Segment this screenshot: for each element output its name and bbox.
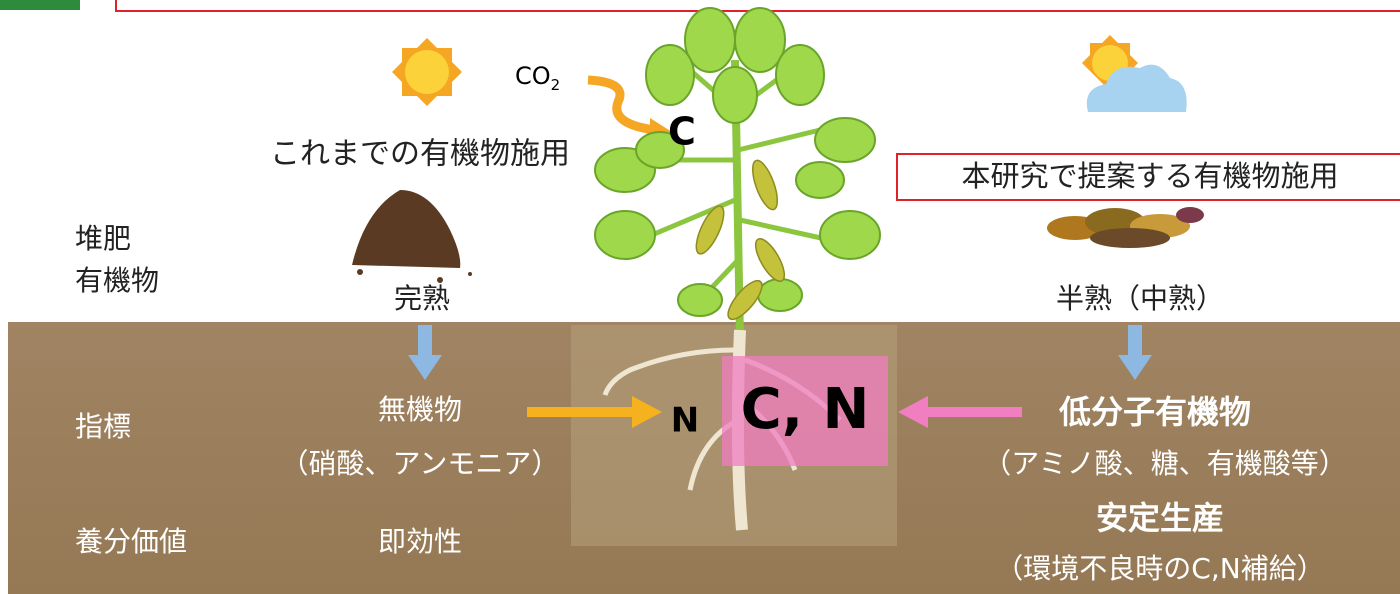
- value-label: 即効性: [378, 525, 462, 558]
- row-label: 養分価値: [75, 525, 187, 558]
- maturity-label: 半熟（中熟）: [1056, 282, 1224, 315]
- value-detail: （環境不良時のC,N補給）: [995, 552, 1324, 585]
- product-detail: （硝酸、アンモニア）: [281, 447, 560, 480]
- carbon-label: C: [668, 110, 696, 154]
- value-label: 安定生産: [1096, 499, 1224, 537]
- leaf-pile: [1047, 207, 1204, 248]
- n-label: N: [671, 401, 699, 441]
- sun-icon: [392, 38, 462, 106]
- co2-text: CO: [515, 62, 551, 90]
- product-label: 低分子有機物: [1059, 393, 1251, 431]
- maturity-label: 完熟: [394, 282, 450, 315]
- diagram: CO2 C これまでの有機物施用 本研究で提案する有機物施用 堆肥 有機物 完熟…: [0, 0, 1400, 594]
- product-detail: （アミノ酸、糖、有機酸等）: [983, 447, 1346, 480]
- cloud-icon: [1082, 35, 1187, 112]
- co2-label: CO2: [515, 62, 560, 94]
- header-bar: [0, 0, 80, 10]
- cn-label: C, N: [741, 377, 870, 442]
- row-label: 堆肥: [75, 222, 131, 255]
- product-label: 無機物: [378, 393, 462, 426]
- co2-arrow: [588, 80, 655, 130]
- plant: [595, 8, 880, 340]
- left-title: これまでの有機物施用: [270, 137, 570, 172]
- row-label: 有機物: [75, 264, 159, 297]
- row-label: 指標: [75, 410, 131, 443]
- co2-subscript: 2: [551, 76, 561, 94]
- right-title: 本研究で提案する有機物施用: [961, 159, 1338, 193]
- compost-pile: [352, 190, 472, 283]
